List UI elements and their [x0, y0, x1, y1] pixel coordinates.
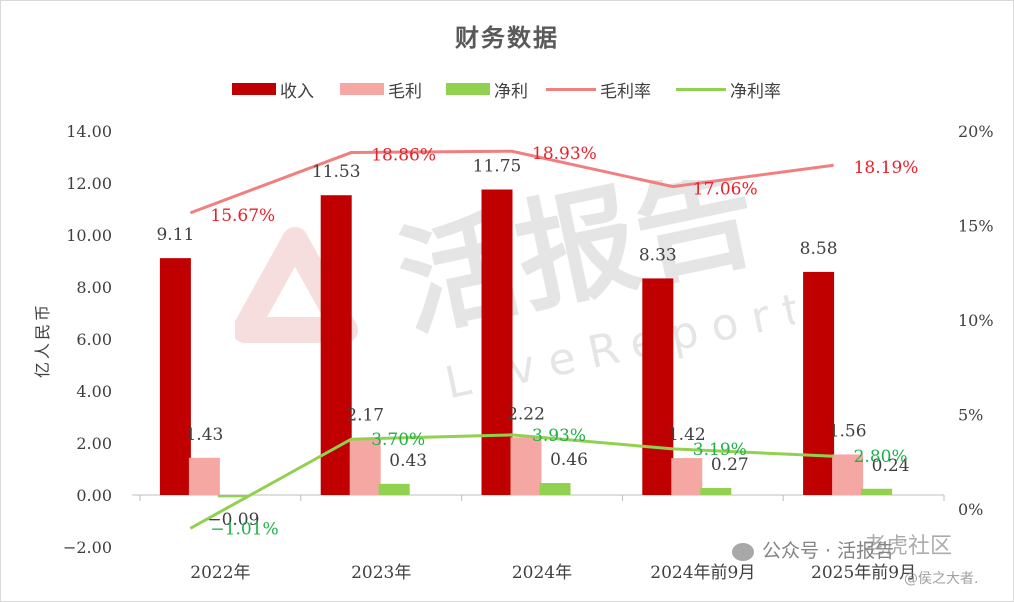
legend-swatch-net-profit: [446, 83, 490, 95]
data-label-gross-margin: 18.19%: [854, 158, 919, 178]
legend: 收入 毛利 净利 毛利率 净利率: [0, 78, 1014, 102]
data-label-net-margin: −1.01%: [210, 519, 278, 539]
data-labels-layer: 9.11 11.53 11.75 8.33 8.58 1.43 2.17 2.22 1.42 1.…: [156, 144, 918, 539]
legend-line-net-margin: [676, 87, 726, 91]
y-tick-label: 6.00: [76, 330, 112, 349]
chart-title: 财务数据: [455, 23, 559, 52]
data-label-gross-profit: 2.17: [346, 406, 384, 426]
x-tick-label: 2024年前9月: [650, 563, 755, 583]
wechat-icon: [732, 542, 754, 561]
legend-label-gross-profit: 毛利: [388, 81, 422, 102]
data-label-net-margin: 3.70%: [371, 430, 425, 450]
y2-tick-label: 0%: [958, 500, 983, 519]
data-label-net-margin: 3.93%: [532, 426, 586, 446]
data-label-revenue: 11.75: [473, 157, 522, 177]
bar-gross-profit: [510, 437, 542, 495]
bar-net-profit: [217, 495, 249, 498]
data-label-gross-margin: 18.93%: [532, 144, 597, 164]
bar-gross-profit: [832, 454, 864, 495]
y-tick-label: 10.00: [66, 226, 112, 245]
y2-tick-label: 15%: [958, 217, 994, 236]
y-tick-label: 14.00: [66, 122, 112, 141]
bar-revenue: [481, 189, 513, 495]
data-label-net-profit: −0.09: [207, 510, 259, 530]
data-label-gross-margin: 15.67%: [210, 206, 275, 226]
y-tick-label: 4.00: [76, 382, 112, 401]
data-label-net-profit: 0.24: [872, 456, 910, 476]
legend-swatch-gross-profit: [340, 83, 384, 95]
x-tick-label: 2022年: [190, 563, 250, 583]
legend-label-net-profit: 净利: [494, 81, 528, 102]
y-tick-label: 2.00: [76, 434, 112, 453]
line-net-margin: [189, 433, 834, 530]
data-label-revenue: 8.33: [639, 245, 677, 265]
x-tick-label: 2023年: [351, 563, 411, 583]
data-label-net-profit: 0.46: [550, 450, 588, 470]
legend-label-revenue: 收入: [280, 81, 314, 102]
data-label-net-profit: 0.43: [389, 451, 427, 471]
bar-net-profit: [700, 487, 732, 495]
bar-revenue: [320, 195, 352, 495]
bars-layer: [159, 189, 893, 498]
legend-item-gross-profit: 毛利: [340, 78, 422, 102]
legend-line-gross-margin: [546, 87, 596, 91]
data-label-net-margin: 3.19%: [693, 440, 747, 460]
data-label-gross-profit: 1.42: [668, 425, 706, 445]
y-axis-left: 14.00 12.00 10.00 8.00 6.00 4.00 2.00 0.00 −2.00: [63, 122, 112, 557]
data-label-gross-margin: 17.06%: [693, 180, 758, 200]
y2-tick-label: 20%: [958, 122, 994, 141]
watermark-tiger: 老虎社区: [864, 534, 953, 559]
watermark-wechat: 公众号 · 活报告: [732, 536, 894, 563]
watermark-wechat-text: 公众号 · 活报告: [762, 540, 895, 562]
data-label-gross-profit: 1.56: [829, 421, 867, 441]
data-label-revenue: 9.11: [156, 225, 194, 245]
legend-item-net-margin: 净利率: [676, 78, 781, 102]
bar-gross-profit: [671, 458, 703, 495]
data-label-net-profit: 0.27: [711, 455, 749, 475]
x-tick-label: 2024年: [512, 563, 572, 583]
legend-swatch-revenue: [232, 83, 276, 95]
y-axis-right: 20% 15% 10% 5% 0%: [958, 122, 994, 519]
lines-layer: [189, 149, 834, 530]
data-label-revenue: 8.58: [800, 239, 838, 259]
bar-gross-profit: [349, 438, 381, 495]
bar-net-profit: [861, 488, 893, 495]
y-tick-label: 8.00: [76, 278, 112, 297]
data-label-gross-margin: 18.86%: [371, 146, 436, 166]
bar-gross-profit: [188, 457, 220, 495]
y-axis-title: 亿人民币: [33, 302, 52, 378]
legend-item-gross-margin: 毛利率: [546, 78, 651, 102]
data-label-gross-profit: 1.43: [185, 425, 223, 445]
line-gross-margin: [189, 149, 834, 215]
watermark-author: @侯之大者.: [904, 571, 979, 587]
bar-revenue: [642, 278, 674, 495]
data-label-revenue: 11.53: [312, 162, 361, 182]
bar-revenue: [803, 271, 835, 495]
data-label-net-margin: 2.80%: [854, 447, 908, 467]
x-tick-label: 2025年前9月: [811, 563, 916, 583]
y-tick-label: −2.00: [63, 538, 112, 557]
legend-label-gross-margin: 毛利率: [600, 81, 651, 102]
bar-revenue: [159, 258, 191, 495]
y-tick-label: 12.00: [66, 174, 112, 193]
bar-net-profit: [539, 483, 571, 495]
y-tick-label: 0.00: [76, 486, 112, 505]
legend-label-net-margin: 净利率: [730, 81, 781, 102]
legend-item-revenue: 收入: [232, 78, 314, 102]
legend-item-net-profit: 净利: [446, 78, 528, 102]
y2-tick-label: 10%: [958, 311, 994, 330]
y2-tick-label: 5%: [958, 406, 983, 425]
data-label-gross-profit: 2.22: [507, 404, 545, 424]
bar-net-profit: [378, 483, 410, 495]
